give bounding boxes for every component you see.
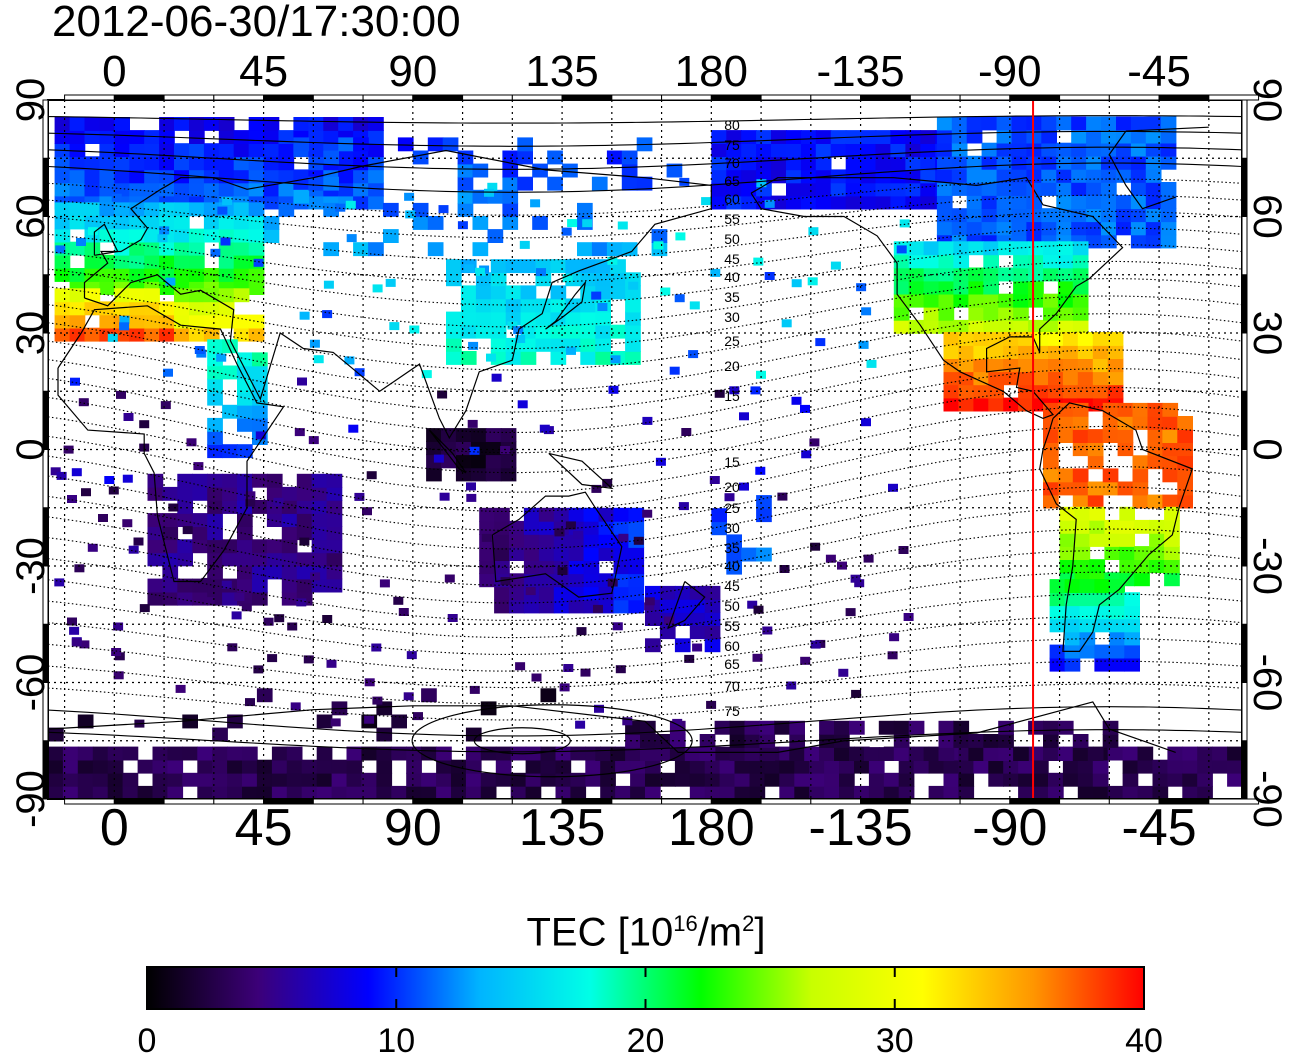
lon-tick-label-bottom: 0 bbox=[100, 799, 129, 857]
svg-text:40: 40 bbox=[724, 269, 740, 285]
svg-text:75: 75 bbox=[724, 137, 740, 153]
svg-text:30: 30 bbox=[724, 520, 740, 536]
lon-tick-label-top: 90 bbox=[388, 47, 437, 96]
lon-tick-label-top: 135 bbox=[525, 47, 598, 96]
lat-tick-label-right: -90 bbox=[1245, 770, 1289, 828]
lon-tick-label-top: -90 bbox=[978, 47, 1042, 96]
svg-text:75: 75 bbox=[724, 703, 740, 719]
lat-tick-label-left: -90 bbox=[9, 770, 53, 828]
svg-text:25: 25 bbox=[724, 500, 740, 516]
frame-tick-bars bbox=[42, 94, 1260, 805]
lat-tick-label-left: 90 bbox=[9, 78, 53, 123]
lon-tick-label-top: -135 bbox=[817, 47, 905, 96]
svg-text:80: 80 bbox=[724, 117, 740, 133]
colorbar-tick-label: 0 bbox=[138, 1022, 157, 1057]
lat-tick-label-right: -60 bbox=[1245, 654, 1289, 712]
svg-text:50: 50 bbox=[724, 231, 740, 247]
lat-tick-label-right: 30 bbox=[1245, 311, 1289, 356]
tec-data-layer bbox=[48, 116, 1242, 799]
svg-text:65: 65 bbox=[724, 173, 740, 189]
lon-tick-label-bottom: -135 bbox=[809, 799, 913, 857]
colorbar-tick-label: 40 bbox=[1125, 1022, 1163, 1057]
lat-tick-label-right: 60 bbox=[1245, 194, 1289, 239]
coastlines bbox=[48, 126, 1209, 753]
lat-tick-label-left: 60 bbox=[9, 194, 53, 239]
colorbar-tick-label: 10 bbox=[377, 1022, 415, 1057]
lon-tick-label-top: 0 bbox=[102, 47, 126, 96]
lon-tick-label-top: -45 bbox=[1127, 47, 1191, 96]
svg-text:45: 45 bbox=[724, 251, 740, 267]
svg-text:70: 70 bbox=[724, 155, 740, 171]
lon-tick-label-bottom: -45 bbox=[1122, 799, 1197, 857]
colorbar-ticks: 0 10 20 30 40 bbox=[138, 967, 1163, 1057]
svg-text:30: 30 bbox=[724, 309, 740, 325]
lat-tick-label-left: -60 bbox=[9, 654, 53, 712]
colorbar-title: TEC [1016/m2] bbox=[526, 910, 766, 955]
lat-tick-label-right: 0 bbox=[1245, 438, 1289, 460]
map-content: 80 75 70 65 60 55 50 45 40 35 30 25 20 15 15 20 25 30 35 40… bbox=[48, 100, 1242, 799]
svg-text:55: 55 bbox=[724, 618, 740, 634]
svg-text:45: 45 bbox=[724, 578, 740, 594]
colorbar-tick-label: 30 bbox=[876, 1022, 914, 1057]
svg-text:50: 50 bbox=[724, 598, 740, 614]
svg-text:25: 25 bbox=[724, 333, 740, 349]
lon-tick-label-bottom: 45 bbox=[235, 799, 293, 857]
svg-text:15: 15 bbox=[724, 388, 740, 404]
svg-text:40: 40 bbox=[724, 558, 740, 574]
svg-text:35: 35 bbox=[724, 540, 740, 556]
lon-tick-label-top: 45 bbox=[239, 47, 288, 96]
svg-text:60: 60 bbox=[724, 638, 740, 654]
svg-text:65: 65 bbox=[724, 656, 740, 672]
svg-text:60: 60 bbox=[724, 191, 740, 207]
svg-text:70: 70 bbox=[724, 678, 740, 694]
lat-tick-label-left: -30 bbox=[9, 537, 53, 595]
lon-tick-label-top: 180 bbox=[675, 47, 748, 96]
lat-tick-label-right: -30 bbox=[1245, 537, 1289, 595]
graticule bbox=[48, 100, 1242, 799]
svg-text:35: 35 bbox=[724, 289, 740, 305]
svg-text:15: 15 bbox=[724, 454, 740, 470]
colorbar-tick-label: 20 bbox=[627, 1022, 665, 1057]
lon-tick-label-bottom: 90 bbox=[384, 799, 442, 857]
axis-tick-labels: 0045459090135135180180-135-135-90-90-45-… bbox=[9, 47, 1289, 857]
lon-tick-label-bottom: -90 bbox=[972, 799, 1047, 857]
lon-tick-label-bottom: 180 bbox=[668, 799, 755, 857]
lat-tick-label-left: 30 bbox=[9, 311, 53, 356]
svg-text:20: 20 bbox=[724, 358, 740, 374]
lon-tick-label-bottom: 135 bbox=[519, 799, 606, 857]
magnetic-latitude-contours bbox=[48, 115, 1242, 778]
svg-text:55: 55 bbox=[724, 211, 740, 227]
contour-label-group: 80 75 70 65 60 55 50 45 40 35 30 25 20 15 15 20 25 30 35 40… bbox=[724, 117, 740, 719]
lat-tick-label-right: 90 bbox=[1245, 78, 1289, 123]
svg-text:20: 20 bbox=[724, 479, 740, 495]
lat-tick-label-left: 0 bbox=[9, 438, 53, 460]
timestamp-title: 2012-06-30/17:30:00 bbox=[52, 0, 461, 46]
